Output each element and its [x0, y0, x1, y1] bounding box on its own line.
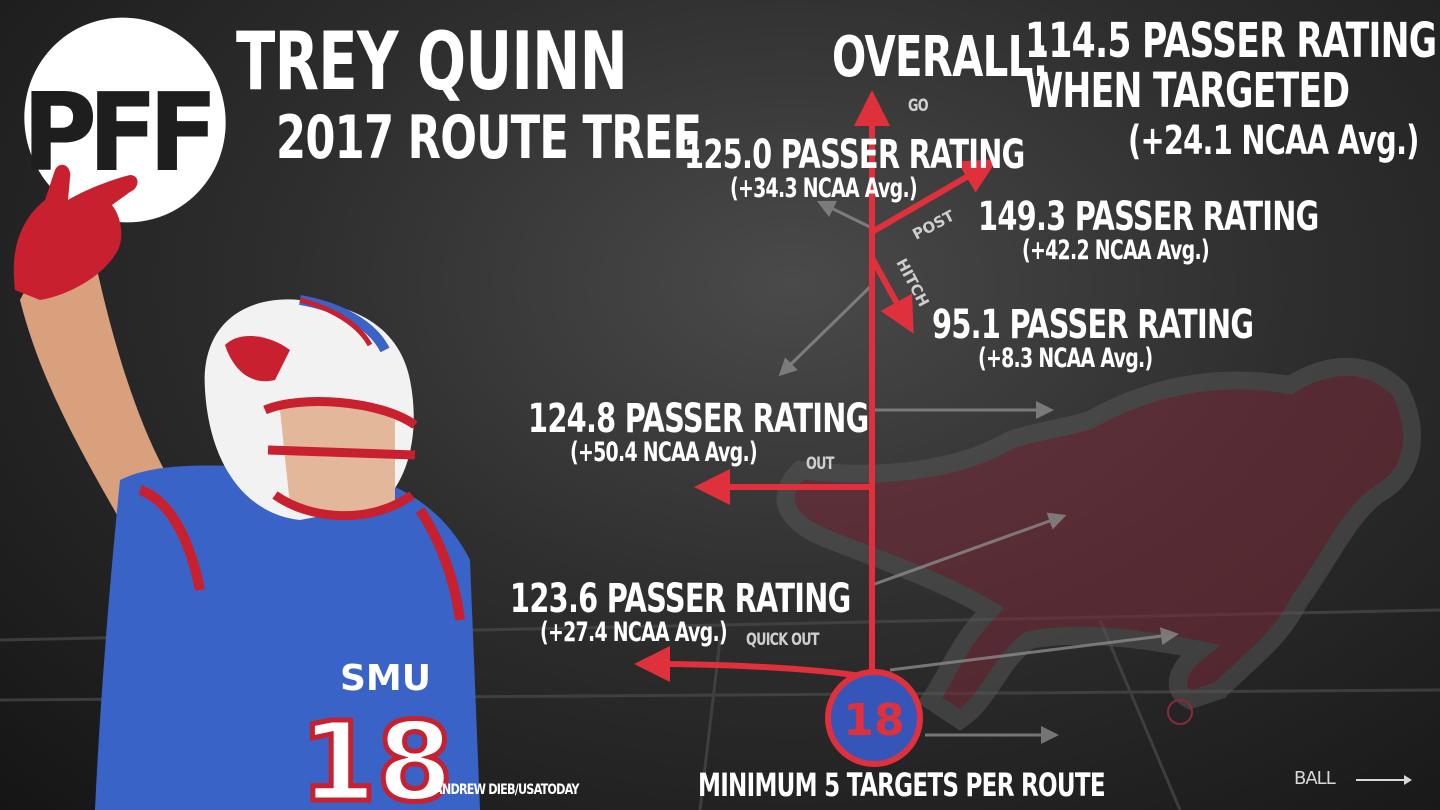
ball-direction-label: BALL [1294, 768, 1336, 789]
quick-out-ncaa-avg: (+27.4 NCAA Avg.) [540, 617, 728, 648]
pff-logo [24, 17, 226, 223]
route-corner-inactive [816, 200, 873, 230]
out-rating: 124.8 PASSER RATING [528, 396, 869, 442]
overall-ncaa-avg: (+24.1 NCAA Avg.) [1128, 118, 1419, 164]
player-name-title: TREY QUINN [236, 15, 628, 108]
registered-mark [1167, 699, 1193, 725]
route-post-line [869, 158, 998, 235]
route-label-go: GO [908, 96, 929, 116]
post-rating: 149.3 PASSER RATING [978, 194, 1319, 240]
route-label-post: POST [909, 206, 958, 243]
quick-out-rating: 123.6 PASSER RATING [510, 576, 851, 622]
mustang-watermark [776, 357, 1421, 731]
route-curl-inactive [778, 283, 874, 377]
photo-credit: ANDREW DIEB/USATODAY [434, 782, 580, 798]
go-rating: 125.0 PASSER RATING [684, 132, 1025, 178]
route-tree-subtitle: 2017 ROUTE TREE [276, 103, 702, 173]
go-ncaa-avg: (+34.3 NCAA Avg.) [730, 173, 918, 204]
route-label-out: OUT [806, 454, 834, 474]
circle-number: 18 [843, 695, 904, 746]
route-hitch-line [869, 255, 914, 334]
jersey-smu-text: SMU [340, 658, 431, 699]
overall-rating-when-targeted: WHEN TARGETED [1025, 63, 1350, 119]
route-flat-inactive [889, 627, 1179, 672]
jersey-number-text: 18 [300, 698, 453, 810]
overall-rating: 114.5 PASSER RATING [1025, 13, 1437, 69]
inactive-routes [778, 200, 1179, 744]
post-ncaa-avg: (+42.2 NCAA Avg.) [1022, 235, 1210, 266]
route-quick-out-line [634, 646, 875, 683]
active-routes [634, 90, 998, 683]
player-start-circle: 18 [825, 669, 923, 767]
route-slant-inactive [871, 512, 1067, 587]
out-ncaa-avg: (+50.4 NCAA Avg.) [570, 437, 758, 468]
hitch-ncaa-avg: (+8.3 NCAA Avg.) [978, 343, 1153, 374]
route-label-quick-out: QUICK OUT [746, 630, 820, 650]
overall-label: OVERALL: [832, 25, 1049, 90]
hitch-rating: 95.1 PASSER RATING [932, 302, 1254, 348]
minimum-targets-note: MINIMUM 5 TARGETS PER ROUTE [698, 766, 1106, 804]
player-photo: SMU 18 [13, 164, 480, 810]
pff-logo-text: PFF [22, 71, 218, 196]
